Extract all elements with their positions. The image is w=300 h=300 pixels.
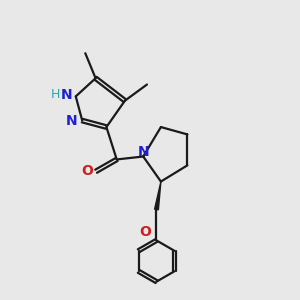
Text: N: N (65, 114, 77, 128)
Text: O: O (81, 164, 93, 178)
Text: O: O (139, 225, 151, 238)
Polygon shape (154, 182, 161, 210)
Text: N: N (138, 145, 150, 159)
Text: N: N (61, 88, 72, 102)
Text: H: H (51, 88, 61, 101)
